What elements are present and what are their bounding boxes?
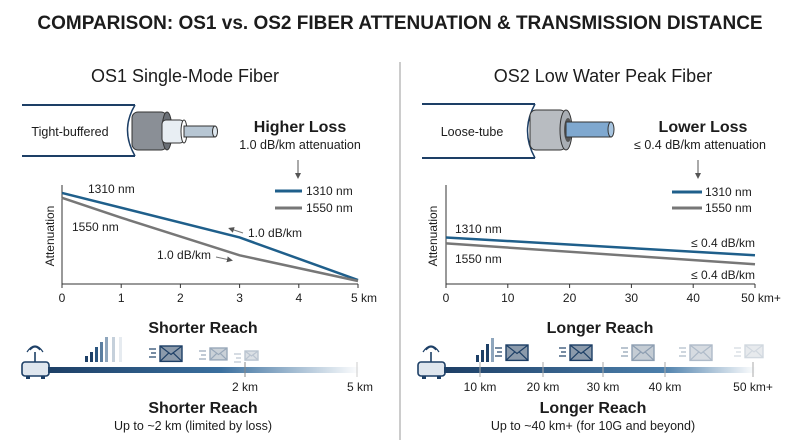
envelope-icon: [734, 344, 764, 359]
os2-heading: OS2 Low Water Peak Fiber: [494, 66, 712, 86]
envelope-icon: [149, 345, 183, 363]
os1-loss-title: Higher Loss: [254, 119, 347, 136]
distance-label: 2 km: [232, 380, 258, 394]
signal-bars-icon: [476, 338, 494, 362]
tick-label: 5 km: [351, 291, 377, 305]
legend-1550: 1550 nm: [705, 201, 752, 215]
os1-loss-sub: 1.0 dB/km attenuation: [239, 138, 361, 152]
annotation-1550: ≤ 0.4 dB/km: [691, 268, 755, 282]
signal-bars-icon: [85, 337, 122, 362]
envelope-icon: [234, 350, 259, 363]
os1-heading: OS1 Single-Mode Fiber: [91, 66, 279, 86]
tick-label: 4: [295, 291, 302, 305]
distance-label: 50 km+: [733, 380, 773, 394]
legend: 1310 nm 1550 nm: [672, 185, 752, 215]
legend: 1310 nm 1550 nm: [275, 184, 353, 215]
os1-reach-sub: Up to ~2 km (limited by loss): [114, 419, 272, 433]
os2-loss-title: Lower Loss: [659, 119, 748, 136]
tick-label: 40: [687, 291, 701, 305]
arrow-icon: [228, 227, 244, 234]
legend-1310: 1310 nm: [306, 184, 353, 198]
os1-chart: Attenuation 0 1 2 3 4 5 km 1310 nm 1550 nm 1.…: [43, 182, 377, 305]
os2-panel: OS2 Low Water Peak Fiber Loose-tube Lowe…: [417, 66, 781, 433]
os1-panel: OS1 Single-Mode Fiber Tight-buffered Hig…: [21, 66, 377, 433]
series-line-1550nm: [445, 242, 756, 266]
loose-tube-cable-icon: [422, 103, 615, 159]
distance-label: 10 km: [464, 380, 497, 394]
router-icon: [417, 345, 446, 379]
envelope-icon: [621, 344, 655, 362]
series-line-1310nm: [61, 191, 359, 282]
envelope-icon: [679, 344, 713, 362]
envelope-icon: [495, 344, 529, 362]
distance-label: 40 km: [649, 380, 682, 394]
annotation-1310: ≤ 0.4 dB/km: [691, 236, 755, 250]
tick-label: 50 km+: [741, 291, 781, 305]
os1-reach-top: Shorter Reach: [148, 320, 257, 337]
line-label-1310: 1310 nm: [455, 222, 502, 236]
series-line-1550nm: [61, 196, 359, 283]
envelope-icon: [199, 347, 228, 361]
tick-label: 3: [236, 291, 243, 305]
envelope-icon: [559, 344, 593, 362]
y-axis-label: Attenuation: [43, 206, 57, 267]
distance-label: 20 km: [527, 380, 560, 394]
annotation-1550: 1.0 dB/km: [157, 248, 211, 262]
line-label-1550: 1550 nm: [72, 220, 119, 234]
annotation-1310: 1.0 dB/km: [248, 226, 302, 240]
tick-label: 30: [625, 291, 639, 305]
os1-reach-title: Shorter Reach: [148, 400, 257, 417]
distance-label: 5 km: [347, 380, 373, 394]
tick-label: 1: [118, 291, 125, 305]
router-icon: [21, 345, 50, 379]
tick-label: 0: [443, 291, 450, 305]
distance-label: 30 km: [587, 380, 620, 394]
y-axis-label: Attenuation: [426, 206, 440, 267]
main-title: COMPARISON: OS1 vs. OS2 FIBER ATTENUATIO…: [37, 13, 762, 34]
legend-1550: 1550 nm: [306, 201, 353, 215]
os2-loss-sub: ≤ 0.4 dB/km attenuation: [634, 138, 766, 152]
series-line-1310nm: [445, 236, 756, 257]
tick-label: 2: [177, 291, 184, 305]
os2-cable-label: Loose-tube: [441, 125, 504, 139]
reach-bar: [444, 367, 756, 373]
tight-buffered-cable-icon: [22, 104, 218, 157]
reach-bar: [48, 367, 360, 373]
line-label-1310: 1310 nm: [88, 182, 135, 196]
os1-cable-label: Tight-buffered: [31, 125, 108, 139]
line-label-1550: 1550 nm: [455, 252, 502, 266]
os2-reach-sub: Up to ~40 km+ (for 10G and beyond): [491, 419, 695, 433]
tick-label: 10: [501, 291, 515, 305]
os2-reach-title: Longer Reach: [540, 400, 647, 417]
legend-1310: 1310 nm: [705, 185, 752, 199]
os2-chart: Attenuation 0 10 20 30 40 50 km+ 1310 nm 1550…: [426, 185, 781, 305]
arrow-icon: [215, 256, 233, 263]
tick-label: 20: [563, 291, 577, 305]
tick-label: 0: [59, 291, 66, 305]
os2-reach-top: Longer Reach: [547, 320, 654, 337]
